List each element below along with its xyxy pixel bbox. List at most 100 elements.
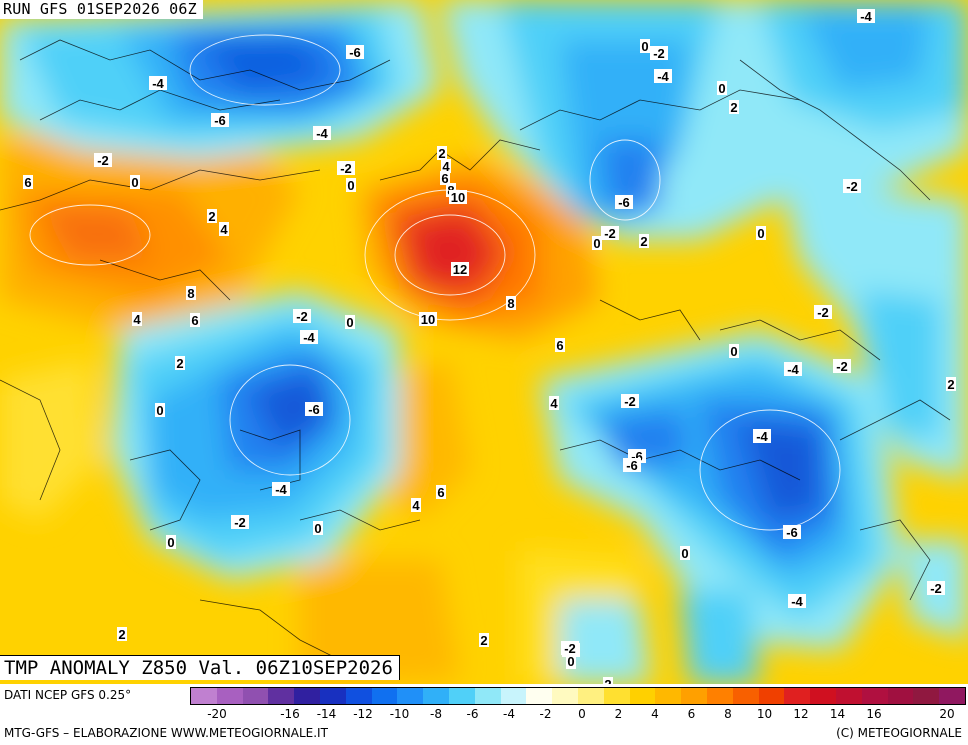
svg-text:12: 12: [453, 262, 467, 277]
scale-tick-label: 12: [793, 707, 809, 721]
contour-label: 2: [207, 209, 217, 224]
credit-left: MTG-GFS – ELABORAZIONE WWW.METEOGIORNALE…: [4, 726, 328, 740]
svg-text:-2: -2: [653, 46, 665, 61]
svg-text:-4: -4: [791, 594, 803, 609]
svg-text:0: 0: [593, 236, 600, 251]
svg-text:2: 2: [480, 633, 487, 648]
scale-swatch: [784, 688, 811, 704]
contour-label: 0: [155, 403, 165, 418]
contour-label: 2: [729, 100, 739, 115]
contour-label: 4: [411, 498, 421, 513]
svg-text:2: 2: [604, 677, 611, 684]
scale-swatch: [371, 688, 398, 704]
svg-text:-6: -6: [618, 195, 630, 210]
scale-tick-label: -14: [316, 707, 337, 721]
contour-label: 10: [419, 312, 437, 327]
contour-label: -2: [650, 46, 668, 61]
svg-text:2: 2: [118, 627, 125, 642]
scale-swatch: [887, 688, 914, 704]
contour-label: 2: [946, 377, 956, 392]
svg-text:4: 4: [220, 222, 228, 237]
scale-swatch: [319, 688, 346, 704]
contour-label: 6: [436, 485, 446, 500]
scale-swatch: [603, 688, 630, 704]
svg-text:-2: -2: [624, 394, 636, 409]
svg-text:10: 10: [421, 312, 435, 327]
contour-label: 4: [441, 159, 451, 174]
scale-swatch: [397, 688, 424, 704]
contour-label: -4: [788, 594, 806, 609]
contour-label: -2: [621, 394, 639, 409]
contour-label: 0: [717, 81, 727, 96]
color-scale-ticks: -20 -16 -14 -12 -10 -8 -6 -4 -2 0 2 4 6 8 10 12 14 16 20: [190, 707, 966, 723]
contour-label: -4: [654, 69, 672, 84]
contour-label: 2: [117, 627, 127, 642]
svg-text:2: 2: [176, 356, 183, 371]
svg-text:6: 6: [191, 313, 198, 328]
svg-text:0: 0: [156, 403, 163, 418]
contour-label: -2: [94, 153, 112, 168]
contour-label: -4: [149, 76, 167, 91]
scale-swatch: [294, 688, 320, 704]
run-label: RUN GFS 01SEP2026 06Z: [0, 0, 203, 19]
svg-text:-4: -4: [275, 482, 287, 497]
svg-text:-2: -2: [604, 226, 616, 241]
scale-tick-label: -6: [466, 707, 479, 721]
svg-text:0: 0: [131, 175, 138, 190]
contour-label: -4: [784, 362, 802, 377]
scale-swatch: [913, 688, 940, 704]
svg-text:8: 8: [507, 296, 514, 311]
contour-label: 8: [506, 296, 516, 311]
scale-swatch: [758, 688, 785, 704]
svg-text:-6: -6: [349, 45, 361, 60]
svg-text:2: 2: [947, 377, 954, 392]
scale-swatch: [655, 688, 682, 704]
contour-label: 0: [640, 39, 650, 54]
svg-text:0: 0: [567, 654, 574, 669]
svg-text:-2: -2: [930, 581, 942, 596]
svg-text:6: 6: [441, 171, 448, 186]
contour-label: 6: [23, 175, 33, 190]
contour-label: 6: [440, 171, 450, 186]
contour-label: -4: [300, 330, 318, 345]
scale-tick-label: 6: [687, 707, 696, 721]
color-scale-bar: [190, 687, 966, 705]
contour-label: 2: [639, 234, 649, 249]
scale-swatch: [423, 688, 449, 704]
svg-text:-6: -6: [631, 449, 643, 464]
contour-label: 0: [756, 226, 766, 241]
contour-label: -2: [293, 309, 311, 324]
svg-text:0: 0: [681, 546, 688, 561]
scale-swatch: [448, 688, 475, 704]
scale-swatch: [242, 688, 269, 704]
contour-label: -2: [927, 581, 945, 596]
svg-text:-2: -2: [836, 359, 848, 374]
svg-text:-2: -2: [846, 179, 858, 194]
svg-text:2: 2: [640, 234, 647, 249]
contour-label: -2: [814, 305, 832, 320]
contour-label: 0: [346, 178, 356, 193]
svg-text:8: 8: [187, 286, 194, 301]
map-canvas: -6-4-6-4-206-2024846202468101210864-2-40…: [0, 0, 968, 684]
contour-label: 0: [680, 546, 690, 561]
anomaly-field: [0, 0, 968, 684]
svg-text:-2: -2: [564, 641, 576, 656]
contour-label: 8: [186, 286, 196, 301]
scale-swatch: [629, 688, 656, 704]
contour-lines: [29, 34, 841, 531]
contour-label: 0: [130, 175, 140, 190]
contour-label: 6: [190, 313, 200, 328]
scale-swatch: [732, 688, 759, 704]
svg-text:4: 4: [412, 498, 420, 513]
svg-text:0: 0: [757, 226, 764, 241]
contour-label: 4: [132, 312, 142, 327]
scale-swatch: [861, 688, 888, 704]
scale-tick-label: -16: [280, 707, 300, 721]
scale-tick-label: 2: [614, 707, 623, 721]
contour-label: 10: [449, 190, 467, 205]
svg-text:-6: -6: [214, 113, 226, 128]
scale-tick-label: 10: [756, 707, 773, 721]
svg-text:0: 0: [718, 81, 725, 96]
contour-label: -2: [231, 515, 249, 530]
scale-tick-label: 20: [939, 707, 955, 721]
